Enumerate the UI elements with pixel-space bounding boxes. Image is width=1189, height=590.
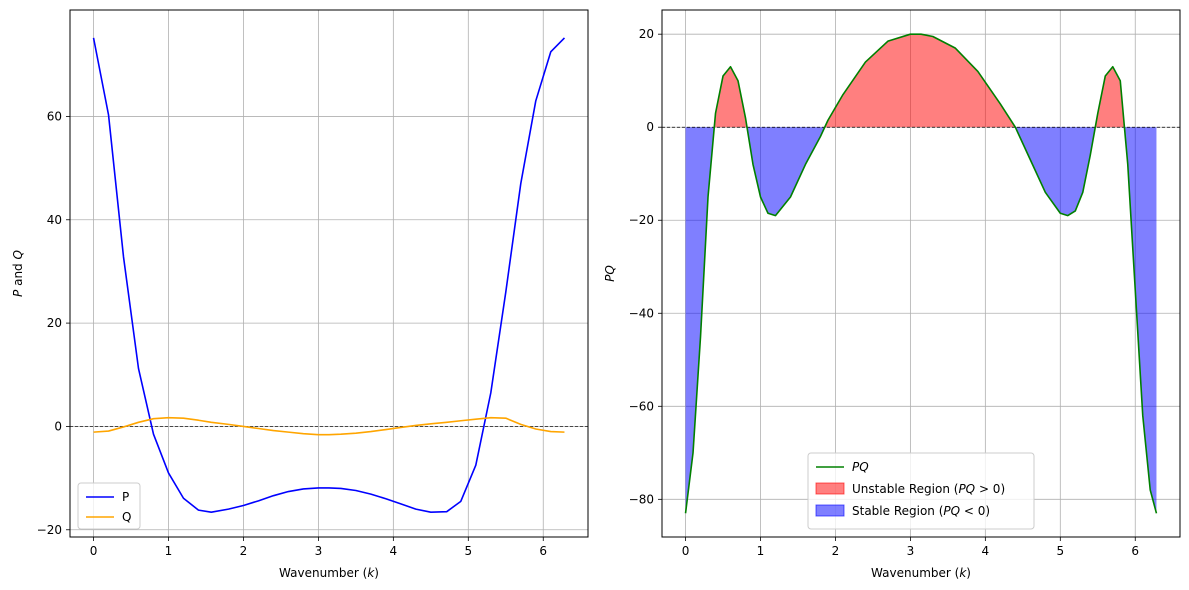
legend-label-pq: PQ xyxy=(852,460,869,474)
right-x-axis-label: Wavenumber (k) xyxy=(871,566,971,580)
x-tick-label: 1 xyxy=(165,544,173,558)
right-legend: PQ Unstable Region (PQ > 0) Stable Regio… xyxy=(807,452,1035,530)
x-tick-label: 2 xyxy=(240,544,248,558)
x-tick-label: 3 xyxy=(315,544,323,558)
y-tick-label: −60 xyxy=(629,399,654,413)
right-y-axis-label: PQ xyxy=(603,265,617,282)
y-tick-label: 20 xyxy=(47,316,62,330)
legend-label-unstable: Unstable Region (PQ > 0) xyxy=(852,482,1005,496)
x-tick-label: 4 xyxy=(390,544,398,558)
legend-label-q: Q xyxy=(122,510,131,524)
y-tick-label: 60 xyxy=(47,109,62,123)
x-tick-label: 6 xyxy=(539,544,547,558)
legend-swatch-stable xyxy=(815,504,845,517)
y-tick-label: 20 xyxy=(639,27,654,41)
y-tick-label: −40 xyxy=(629,306,654,320)
left-x-axis-label: Wavenumber (k) xyxy=(279,566,379,580)
legend-swatch-unstable xyxy=(815,482,845,495)
x-tick-label: 6 xyxy=(1131,544,1139,558)
right-ticks: 0 1 2 3 4 5 6 −80 −60 −40 −20 0 20 xyxy=(629,27,1139,558)
legend-label-stable: Stable Region (PQ < 0) xyxy=(852,504,990,518)
y-tick-label: 40 xyxy=(47,213,62,227)
y-tick-label: −20 xyxy=(37,523,62,537)
x-tick-label: 3 xyxy=(907,544,915,558)
left-ticks: 0 1 2 3 4 5 6 −20 0 20 40 60 xyxy=(37,109,547,558)
series-line-pq xyxy=(684,33,1158,514)
x-tick-label: 5 xyxy=(464,544,472,558)
legend-label-p: P xyxy=(122,490,129,504)
y-tick-label: −80 xyxy=(629,492,654,506)
right-axes-frame xyxy=(661,9,1181,538)
left-series-lines xyxy=(92,37,566,513)
x-tick-label: 0 xyxy=(682,544,690,558)
x-tick-label: 5 xyxy=(1056,544,1064,558)
left-plot-p-and-q: 0 1 2 3 4 5 6 −20 0 20 40 60 Wavenumber (k) P and Q… xyxy=(11,9,589,580)
series-line-p xyxy=(92,37,566,513)
unstable-region-fill xyxy=(685,34,1157,128)
x-tick-label: 1 xyxy=(757,544,765,558)
right-plot-pq: 0 1 2 3 4 5 6 −80 −60 −40 −20 0 20 Wavenumber (k) PQ… xyxy=(603,9,1181,580)
series-line-q xyxy=(93,416,565,436)
y-tick-label: 0 xyxy=(54,419,62,433)
x-tick-label: 4 xyxy=(982,544,990,558)
y-tick-label: 0 xyxy=(646,120,654,134)
x-tick-label: 0 xyxy=(90,544,98,558)
y-tick-label: −20 xyxy=(629,213,654,227)
right-filled-regions xyxy=(685,34,1157,514)
left-legend: P Q xyxy=(77,482,141,530)
right-series-lines xyxy=(684,33,1158,514)
right-legend-box xyxy=(807,452,1035,530)
left-y-axis-label: P and Q xyxy=(11,250,25,297)
left-axes-frame xyxy=(69,9,589,538)
x-tick-label: 2 xyxy=(832,544,840,558)
